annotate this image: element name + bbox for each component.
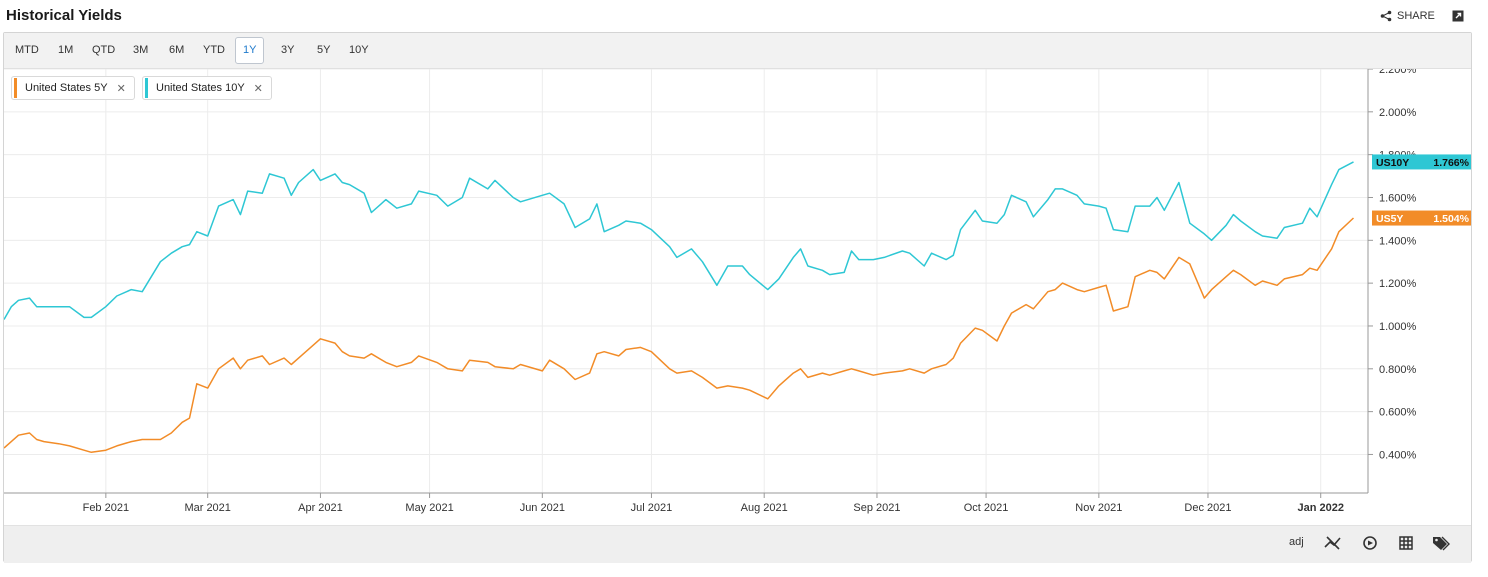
y-tick-label: 0.400% — [1379, 449, 1417, 461]
adj-toggle[interactable]: adj — [1289, 536, 1304, 548]
grid-icon[interactable] — [1399, 536, 1413, 550]
x-tick-label: Apr 2021 — [298, 502, 343, 514]
badge-ticker-us10y: US10Y — [1376, 157, 1409, 169]
y-tick-label: 2.000% — [1379, 107, 1417, 119]
legend-item-us5y[interactable]: United States 5Y ✕ — [11, 76, 135, 100]
expand-icon[interactable] — [1452, 10, 1464, 22]
legend-label-us10y: United States 10Y — [156, 82, 245, 94]
y-tick-label: 1.600% — [1379, 192, 1417, 204]
y-tick-label: 1.000% — [1379, 321, 1417, 333]
x-tick-label: Jun 2021 — [520, 502, 565, 514]
range-button-1y[interactable]: 1Y — [235, 37, 265, 64]
x-tick-label: Sep 2021 — [853, 502, 900, 514]
x-tick-label: Jan 2022 — [1297, 502, 1343, 514]
remove-series-us10y-icon[interactable]: ✕ — [253, 82, 263, 95]
remove-series-us5y-icon[interactable]: ✕ — [116, 82, 126, 95]
badge-value-us5y: 1.504% — [1433, 213, 1469, 225]
x-tick-label: Oct 2021 — [964, 502, 1009, 514]
range-button-3m[interactable]: 3M — [133, 44, 149, 56]
range-button-6m[interactable]: 6M — [169, 44, 185, 56]
range-toolbar: MTD 1M QTD 3M 6M YTD 1Y 3Y 5Y 10Y — [4, 33, 1471, 69]
range-button-ytd[interactable]: YTD — [203, 44, 225, 56]
legend-swatch-us5y — [14, 78, 17, 98]
yield-line-chart[interactable]: 0.400% 0.600% 0.800% 1.000% 1.200% 1.400% 1.60… — [3, 64, 1473, 525]
range-button-5y[interactable]: 5Y — [317, 44, 331, 56]
badge-value-us10y: 1.766% — [1433, 157, 1469, 169]
x-tick-label: Aug 2021 — [741, 502, 788, 514]
tags-icon[interactable] — [1432, 535, 1452, 551]
series-line-us10y — [3, 161, 1354, 320]
plot-area[interactable]: 0.400% 0.600% 0.800% 1.000% 1.200% 1.400% 1.60… — [3, 64, 1473, 525]
legend-label-us5y: United States 5Y — [25, 82, 108, 94]
legend-item-us10y[interactable]: United States 10Y ✕ — [142, 76, 272, 100]
widget-title: Historical Yields — [6, 7, 122, 24]
x-tick-label: May 2021 — [405, 502, 453, 514]
x-tick-label: Mar 2021 — [184, 502, 230, 514]
chart-footer: adj — [4, 525, 1471, 563]
badge-ticker-us5y: US5Y — [1376, 213, 1403, 225]
hide-crosshair-icon[interactable] — [1324, 535, 1342, 551]
x-tick-label: Feb 2021 — [83, 502, 129, 514]
x-tick-label: Nov 2021 — [1075, 502, 1122, 514]
y-tick-label: 1.400% — [1379, 235, 1417, 247]
y-tick-label: 2.200% — [1379, 69, 1417, 76]
x-tick-label: Dec 2021 — [1184, 502, 1231, 514]
range-button-3y[interactable]: 3Y — [281, 44, 295, 56]
range-button-mtd[interactable]: MTD — [15, 44, 39, 56]
value-badge-us5y — [1372, 210, 1473, 226]
value-badge-us10y — [1372, 154, 1473, 170]
range-button-10y[interactable]: 10Y — [349, 44, 369, 56]
range-button-1m[interactable]: 1M — [58, 44, 74, 56]
share-button[interactable]: SHARE — [1380, 10, 1435, 22]
chart-panel: MTD 1M QTD 3M 6M YTD 1Y 3Y 5Y 10Y 0.400%… — [3, 32, 1473, 563]
legend-swatch-us10y — [145, 78, 148, 98]
share-label: SHARE — [1397, 10, 1435, 22]
widget-header: Historical Yields SHARE — [0, 0, 1488, 32]
y-tick-label: 0.800% — [1379, 364, 1417, 376]
range-button-qtd[interactable]: QTD — [92, 44, 116, 56]
replay-icon[interactable] — [1362, 535, 1378, 551]
y-tick-label: 0.600% — [1379, 407, 1417, 419]
share-icon — [1380, 10, 1392, 22]
x-tick-label: Jul 2021 — [631, 502, 673, 514]
series-line-us5y — [3, 217, 1355, 454]
y-tick-label: 1.200% — [1379, 278, 1417, 290]
